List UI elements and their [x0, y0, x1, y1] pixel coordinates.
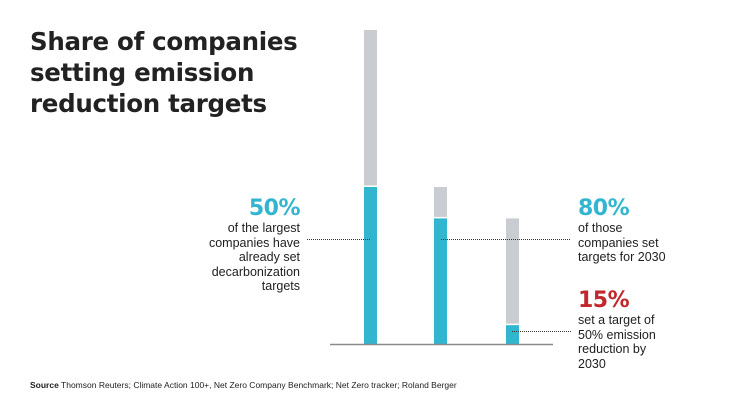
- leader-lines: [307, 239, 571, 332]
- bar-highlight-2: [506, 325, 519, 344]
- bar-remainder-0: [364, 30, 377, 186]
- bar-highlight-0: [364, 187, 377, 344]
- annotation-line: companies have: [208, 235, 300, 250]
- bar-remainder-2: [506, 218, 519, 324]
- annotation-line: targets: [261, 279, 300, 293]
- annotation-line: set a target of: [578, 313, 655, 327]
- source-note: Source Thomson Reuters; Climate Action 1…: [30, 380, 457, 390]
- annotation-80pct: 80% of those companies set targets for 2…: [578, 197, 718, 265]
- annotation-15pct: 15% set a target of 50% emission reducti…: [578, 289, 718, 371]
- bars-group: [364, 30, 519, 344]
- annotation-line: decarbonization: [211, 264, 300, 279]
- annotation-line: of the largest: [227, 221, 300, 235]
- annotation-value: 80%: [578, 196, 630, 221]
- annotation-value: 50%: [248, 196, 301, 221]
- annotation-value: 15%: [578, 288, 630, 313]
- bar-remainder-1: [434, 187, 447, 217]
- annotation-line: companies set: [578, 235, 659, 250]
- annotation-line: reduction by: [578, 342, 647, 356]
- annotation-line: already set: [238, 250, 300, 264]
- source-text: Thomson Reuters; Climate Action 100+, Ne…: [58, 380, 457, 390]
- annotation-line: 2030: [578, 356, 606, 371]
- annotation-50pct: 50% of the largest companies have alread…: [160, 196, 301, 294]
- source-label: Source: [30, 380, 59, 390]
- annotation-line: targets for 2030: [578, 250, 666, 264]
- bar-highlight-1: [434, 218, 447, 344]
- annotation-line: 50% emission: [578, 327, 656, 342]
- annotation-line: of those: [578, 221, 623, 235]
- chart-title: Share of companies setting emission redu…: [30, 27, 298, 118]
